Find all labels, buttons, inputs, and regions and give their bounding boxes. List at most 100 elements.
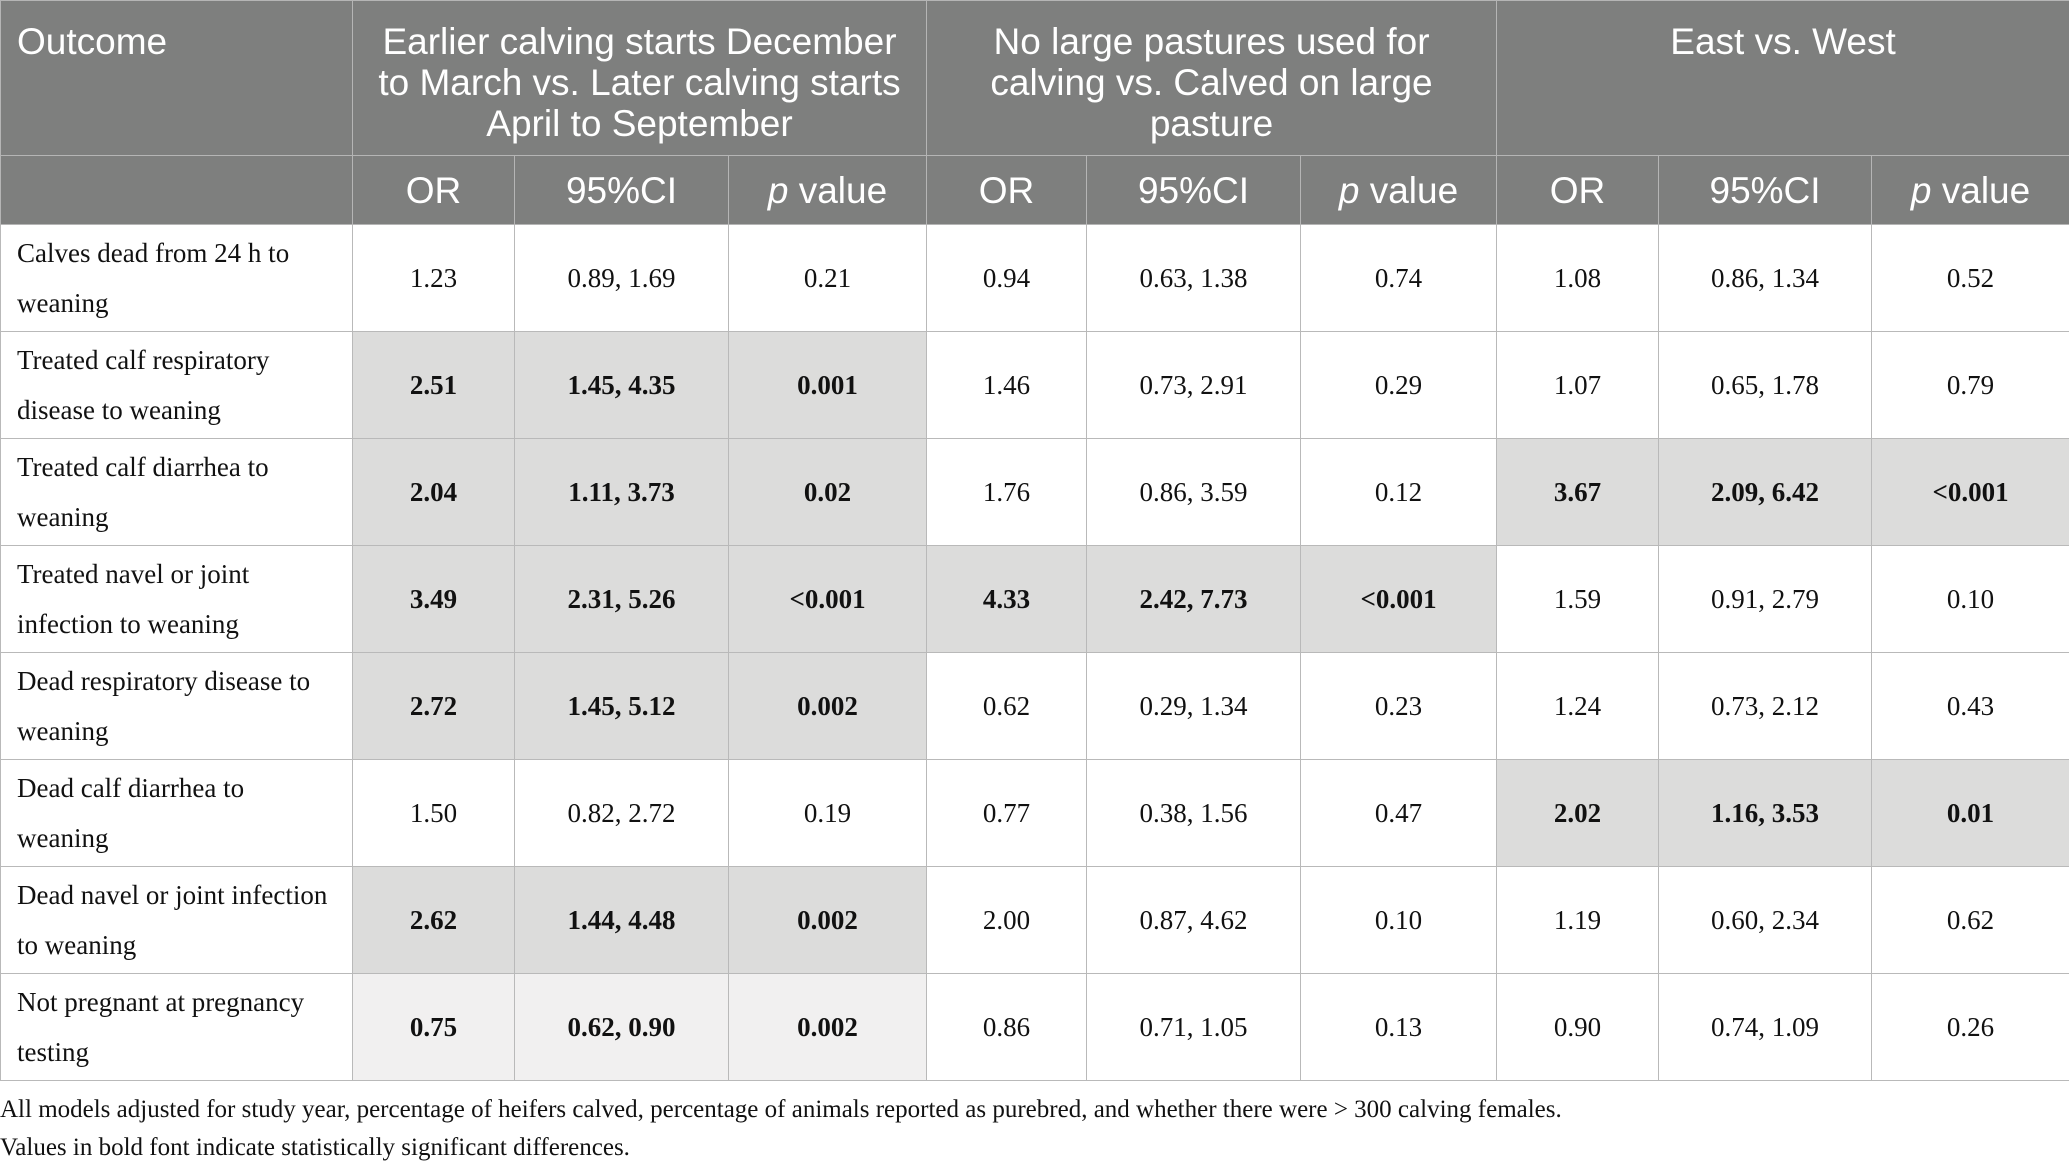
cell-ci: 0.74, 1.09 bbox=[1658, 973, 1873, 1081]
cell-p: 0.29 bbox=[1300, 331, 1498, 439]
cell-ci: 0.71, 1.05 bbox=[1086, 973, 1302, 1081]
cell-or-significant: 4.33 bbox=[926, 545, 1088, 653]
p-value-text: value bbox=[1931, 169, 2031, 211]
cell-p-significant: 0.002 bbox=[727, 973, 928, 1081]
cell-ci-significant: 0.62, 0.90 bbox=[514, 973, 729, 1081]
cell-p: 0.26 bbox=[1871, 973, 2069, 1081]
subheader-p-value: p value bbox=[1300, 155, 1498, 225]
subheader-row: OR 95%CI p value OR 95%CI p value OR 95%… bbox=[0, 155, 2069, 225]
subheader-or: OR bbox=[1496, 155, 1660, 225]
outcome-header: Outcome bbox=[0, 0, 353, 156]
cell-ci: 0.91, 2.79 bbox=[1658, 545, 1873, 653]
cell-ci-significant: 2.31, 5.26 bbox=[514, 545, 729, 653]
p-value-text: value bbox=[1359, 169, 1459, 211]
cell-p-significant: <0.001 bbox=[1871, 438, 2069, 546]
table-footnotes: All models adjusted for study year, perc… bbox=[0, 1091, 1562, 1167]
cell-p: 0.79 bbox=[1871, 331, 2069, 439]
cell-p: 0.12 bbox=[1300, 438, 1498, 546]
cell-ci-significant: 1.45, 4.35 bbox=[514, 331, 729, 439]
cell-or: 1.23 bbox=[352, 224, 515, 332]
table-row: Treated calf diarrhea to weaning 2.04 1.… bbox=[0, 438, 2069, 546]
table-row: Dead calf diarrhea to weaning 1.50 0.82,… bbox=[0, 759, 2069, 867]
table-row: Treated navel or joint infection to wean… bbox=[0, 545, 2069, 653]
cell-p-significant: 0.001 bbox=[727, 331, 928, 439]
cell-p-significant: <0.001 bbox=[727, 545, 928, 653]
cell-or: 0.62 bbox=[926, 652, 1088, 760]
cell-or: 0.90 bbox=[1496, 973, 1660, 1081]
cell-p-significant: <0.001 bbox=[1300, 545, 1498, 653]
group-header-row: Outcome Earlier calving starts December … bbox=[0, 0, 2069, 156]
cell-or: 1.46 bbox=[926, 331, 1088, 439]
cell-ci: 0.87, 4.62 bbox=[1086, 866, 1302, 974]
subheader-ci: 95%CI bbox=[514, 155, 729, 225]
outcome-cell: Treated calf respiratory disease to wean… bbox=[0, 331, 353, 439]
cell-or: 0.94 bbox=[926, 224, 1088, 332]
subheader-ci: 95%CI bbox=[1086, 155, 1302, 225]
group-header-region: East vs. West bbox=[1496, 0, 2069, 156]
table-row: Dead navel or joint infection to weaning… bbox=[0, 866, 2069, 974]
cell-ci: 0.60, 2.34 bbox=[1658, 866, 1873, 974]
cell-or: 1.08 bbox=[1496, 224, 1660, 332]
cell-ci-significant: 1.45, 5.12 bbox=[514, 652, 729, 760]
subheader-or: OR bbox=[926, 155, 1088, 225]
cell-or-significant: 2.02 bbox=[1496, 759, 1660, 867]
cell-ci: 0.86, 3.59 bbox=[1086, 438, 1302, 546]
p-italic: p bbox=[1338, 169, 1360, 211]
cell-ci: 0.63, 1.38 bbox=[1086, 224, 1302, 332]
cell-p-significant: 0.02 bbox=[727, 438, 928, 546]
cell-p: 0.52 bbox=[1871, 224, 2069, 332]
cell-or: 0.86 bbox=[926, 973, 1088, 1081]
cell-or: 1.19 bbox=[1496, 866, 1660, 974]
cell-ci-significant: 2.42, 7.73 bbox=[1086, 545, 1302, 653]
table-row: Not pregnant at pregnancy testing 0.75 0… bbox=[0, 973, 2069, 1081]
p-italic: p bbox=[1910, 169, 1932, 211]
cell-ci: 0.65, 1.78 bbox=[1658, 331, 1873, 439]
cell-or: 1.07 bbox=[1496, 331, 1660, 439]
cell-ci: 0.86, 1.34 bbox=[1658, 224, 1873, 332]
outcome-cell: Calves dead from 24 h to weaning bbox=[0, 224, 353, 332]
cell-p: 0.43 bbox=[1871, 652, 2069, 760]
outcome-cell: Dead respiratory disease to weaning bbox=[0, 652, 353, 760]
outcome-cell: Not pregnant at pregnancy testing bbox=[0, 973, 353, 1081]
p-italic: p bbox=[767, 169, 789, 211]
cell-p-significant: 0.002 bbox=[727, 652, 928, 760]
cell-p: 0.19 bbox=[727, 759, 928, 867]
table-row: Calves dead from 24 h to weaning 1.23 0.… bbox=[0, 224, 2069, 332]
cell-ci: 0.73, 2.12 bbox=[1658, 652, 1873, 760]
cell-p-significant: 0.002 bbox=[727, 866, 928, 974]
cell-ci: 0.38, 1.56 bbox=[1086, 759, 1302, 867]
subheader-empty bbox=[0, 155, 353, 225]
cell-p: 0.62 bbox=[1871, 866, 2069, 974]
cell-or: 1.24 bbox=[1496, 652, 1660, 760]
cell-or: 1.59 bbox=[1496, 545, 1660, 653]
cell-p: 0.74 bbox=[1300, 224, 1498, 332]
subheader-p-value: p value bbox=[1871, 155, 2069, 225]
cell-ci: 0.29, 1.34 bbox=[1086, 652, 1302, 760]
subheader-p-value: p value bbox=[727, 155, 928, 225]
footnote-adjustment: All models adjusted for study year, perc… bbox=[0, 1096, 1562, 1123]
cell-or: 2.00 bbox=[926, 866, 1088, 974]
cell-or: 1.76 bbox=[926, 438, 1088, 546]
outcome-cell: Dead navel or joint infection to weaning bbox=[0, 866, 353, 974]
outcome-cell: Dead calf diarrhea to weaning bbox=[0, 759, 353, 867]
cell-ci: 0.89, 1.69 bbox=[514, 224, 729, 332]
cell-ci: 0.73, 2.91 bbox=[1086, 331, 1302, 439]
cell-p: 0.21 bbox=[727, 224, 928, 332]
outcome-cell: Treated navel or joint infection to wean… bbox=[0, 545, 353, 653]
cell-p: 0.23 bbox=[1300, 652, 1498, 760]
cell-p: 0.47 bbox=[1300, 759, 1498, 867]
cell-ci: 0.82, 2.72 bbox=[514, 759, 729, 867]
cell-or-significant: 2.62 bbox=[352, 866, 515, 974]
subheader-or: OR bbox=[352, 155, 515, 225]
cell-or-significant: 3.49 bbox=[352, 545, 515, 653]
cell-p: 0.10 bbox=[1300, 866, 1498, 974]
p-value-text: value bbox=[788, 169, 888, 211]
table-row: Treated calf respiratory disease to wean… bbox=[0, 331, 2069, 439]
cell-or-significant: 2.04 bbox=[352, 438, 515, 546]
results-table: Outcome Earlier calving starts December … bbox=[0, 0, 2069, 1081]
outcome-cell: Treated calf diarrhea to weaning bbox=[0, 438, 353, 546]
cell-or-significant: 3.67 bbox=[1496, 438, 1660, 546]
cell-or: 1.50 bbox=[352, 759, 515, 867]
table-row: Dead respiratory disease to weaning 2.72… bbox=[0, 652, 2069, 760]
cell-ci-significant: 1.16, 3.53 bbox=[1658, 759, 1873, 867]
